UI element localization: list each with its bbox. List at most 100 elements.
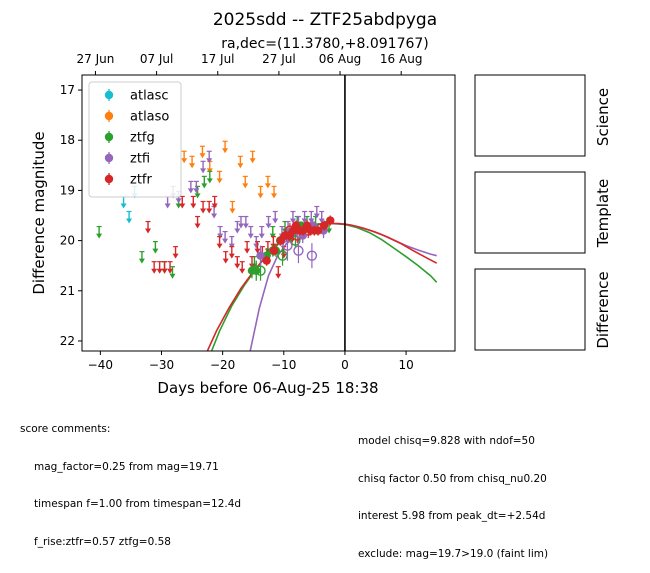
score-comments-heading: score comments: — [20, 423, 111, 435]
model-comment-line: chisq factor 0.50 from chisq_nu0.20 — [358, 472, 547, 485]
atlaso-upper-limit — [257, 193, 264, 199]
atlaso-upper-limit — [229, 208, 236, 214]
ztfr-upper-limit — [275, 273, 282, 279]
plot-frame — [81, 74, 456, 352]
legend-marker — [104, 174, 114, 184]
ztfi-upper-limit — [187, 188, 194, 194]
ztfr-upper-limit — [156, 268, 163, 274]
ztfi-upper-limit — [242, 223, 249, 229]
x-axis-label: Days before 06-Aug-25 18:38 — [157, 379, 378, 397]
chart-title: 2025sdd -- ZTF25abdpyga — [213, 10, 437, 30]
legend-label: ztfi — [130, 152, 150, 167]
atlaso-upper-limit — [264, 183, 271, 189]
ztfr-upper-limit — [172, 253, 179, 259]
atlaso-upper-limit — [216, 178, 223, 184]
y-tick-label: 20 — [60, 234, 75, 248]
science-panel-label: Science — [594, 88, 612, 146]
model-comment-line: interest 5.98 from peak_dt=+2.54d — [358, 510, 546, 522]
ztfi-upper-limit — [313, 213, 320, 219]
ztfi-upper-limit — [222, 238, 229, 244]
ztfg-upper-limit — [206, 178, 213, 184]
top-tick-label: 07 Jul — [140, 52, 174, 66]
atlasc-upper-limit — [126, 218, 133, 224]
plot-area — [96, 75, 438, 351]
difference-panel-label: Difference — [594, 271, 612, 348]
ztfr-upper-limit — [288, 238, 295, 244]
top-tick-label: 27 Jun — [77, 52, 115, 66]
y-tick-label: 19 — [60, 183, 75, 197]
atlaso-upper-limit — [199, 153, 206, 159]
ztfr-point — [313, 226, 323, 235]
ztfr-upper-limit — [234, 263, 241, 269]
top-tick-label: 06 Aug — [319, 52, 362, 66]
ztfr-point — [319, 221, 329, 230]
light-curve-figure: 2025sdd -- ZTF25abdpyga ra,dec=(11.3780,… — [30, 10, 612, 397]
y-axis-label: Difference magnitude — [30, 131, 48, 294]
x-tick-label: −40 — [88, 358, 113, 372]
ztfr-point — [262, 256, 271, 265]
legend: atlasc atlaso ztfg ztfi ztfr — [88, 81, 182, 198]
ztfi-upper-limit — [175, 198, 182, 204]
plot-content — [96, 75, 438, 351]
ztfr-upper-limit — [222, 258, 229, 264]
score-comment-line: mag_factor=0.25 from mag=19.71 — [34, 460, 219, 473]
legend-marker — [104, 153, 114, 163]
ztfi-upper-limit — [253, 243, 260, 249]
y-tick-label: 22 — [60, 334, 75, 348]
legend-marker — [104, 90, 114, 100]
ztfg-open-point — [290, 235, 301, 246]
ztfr-upper-limit — [211, 203, 218, 209]
legend-label: atlaso — [130, 110, 169, 125]
ztfr-point — [269, 246, 279, 255]
ztfi-upper-limit — [301, 218, 308, 224]
ztfi-open-point — [293, 245, 304, 256]
ztfg-upper-limit — [96, 233, 103, 239]
x-tick-label: −20 — [210, 358, 235, 372]
ztfr-upper-limit — [190, 203, 197, 209]
ztfr-upper-limit — [151, 268, 158, 274]
x-tick-label: 10 — [398, 358, 413, 372]
legend-label: atlasc — [130, 89, 169, 104]
ztfr-upper-limit — [179, 203, 186, 209]
x-tick-label: −10 — [271, 358, 296, 372]
ztfr-upper-limit — [228, 253, 235, 259]
science-panel — [474, 74, 586, 157]
ztfi-upper-limit — [200, 168, 207, 174]
ztfg-point — [252, 266, 261, 275]
top-tick-label: 16 Aug — [380, 52, 423, 66]
ztfr-upper-limit — [206, 208, 213, 214]
ztfi-upper-limit — [206, 158, 213, 164]
ztfi-upper-limit — [265, 223, 272, 229]
ztfr-upper-limit — [167, 268, 174, 274]
ztfr-upper-limit — [254, 248, 261, 254]
ztfi-upper-limit — [247, 233, 254, 239]
ztfr-point — [326, 216, 335, 225]
ztfi-upper-limit — [289, 218, 296, 224]
atlaso-upper-limit — [242, 183, 249, 189]
difference-panel — [474, 268, 586, 351]
atlaso-upper-limit — [189, 163, 196, 169]
ztfi-upper-limit — [211, 213, 218, 219]
y-tick-label: 17 — [60, 83, 75, 97]
ztfi-upper-limit — [234, 228, 241, 234]
model-comment-line: model chisq=9.828 with ndof=50 — [358, 435, 535, 447]
atlaso-upper-limit — [222, 148, 229, 154]
ztfi-open-point — [306, 250, 318, 261]
template-panel — [474, 171, 586, 254]
atlaso-upper-limit — [181, 158, 188, 164]
ztfg-upper-limit — [194, 193, 201, 199]
ztfi-upper-limit — [237, 223, 244, 229]
top-tick-label: 17 Jul — [201, 52, 235, 66]
atlasc-upper-limit — [120, 203, 127, 209]
ztfg-upper-limit — [138, 258, 145, 264]
x-tick-label: 0 — [341, 358, 349, 372]
ztfr-model-curve — [206, 222, 438, 351]
legend-box — [88, 81, 182, 198]
ztfg-upper-limit — [152, 248, 159, 254]
ztfr-upper-limit — [239, 268, 246, 274]
score-comment-line: f_rise:ztfr=0.57 ztfg=0.58 — [34, 535, 171, 548]
ztfi-point — [256, 251, 265, 260]
ztfr-upper-limit — [244, 248, 251, 254]
legend-marker — [104, 111, 114, 121]
atlaso-upper-limit — [249, 158, 256, 164]
